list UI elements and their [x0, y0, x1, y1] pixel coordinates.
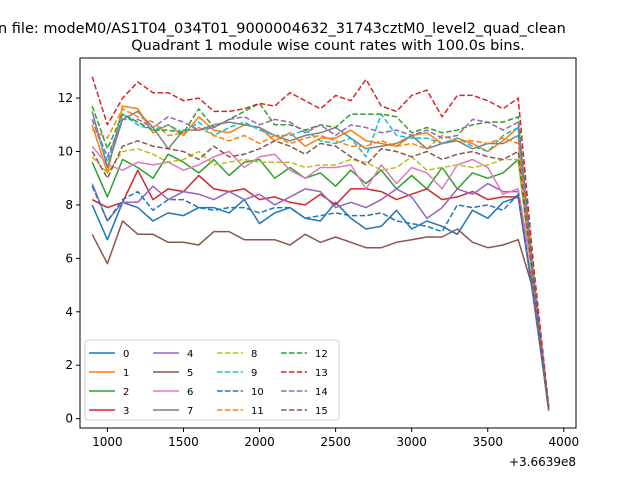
legend-box [84, 339, 340, 421]
series-line-0 [91, 196, 550, 409]
legend-label: 11 [251, 406, 264, 417]
legend-label: 2 [123, 387, 129, 398]
x-tick-label: 3000 [396, 435, 427, 449]
x-tick-label: 1500 [168, 435, 199, 449]
legend-label: 6 [187, 387, 193, 398]
y-tick-label: 4 [65, 305, 73, 319]
y-axis: 0 2 4 6 8 10 12 [58, 91, 80, 426]
x-tick-label: 2000 [244, 435, 275, 449]
legend-label: 15 [315, 406, 328, 417]
x-offset-label: +3.6639e8 [509, 455, 576, 469]
x-tick-label: 2500 [320, 435, 351, 449]
y-tick-label: 10 [58, 145, 73, 159]
y-tick-label: 6 [65, 251, 73, 265]
x-tick-label: 4000 [549, 435, 580, 449]
legend-label: 9 [251, 368, 257, 379]
legend-label: 12 [315, 349, 328, 360]
series-line-15 [91, 140, 550, 409]
legend-label: 5 [187, 368, 193, 379]
series-line-13 [91, 76, 550, 406]
series-line-8 [91, 148, 550, 409]
chart-title: Quadrant 1 module wise count rates with … [131, 38, 525, 54]
legend-label: 13 [315, 368, 328, 379]
legend-label: 10 [251, 387, 264, 398]
series-line-5 [91, 220, 550, 411]
legend-label: 1 [123, 368, 129, 379]
series-line-11 [91, 108, 550, 407]
series-line-4 [91, 182, 550, 409]
figure-suptitle: n file: modeM0/AS1T04_034T01_9000004632_… [0, 21, 566, 37]
legend-label: 3 [123, 406, 129, 417]
x-tick-label: 3500 [472, 435, 503, 449]
legend-label: 8 [251, 349, 257, 360]
x-tick-label: 1000 [92, 435, 123, 449]
axes-frame [79, 57, 577, 429]
series-line-9 [91, 113, 550, 407]
series-layer [91, 76, 550, 411]
series-line-3 [91, 169, 550, 410]
legend-label: 0 [123, 349, 129, 360]
y-tick-label: 0 [65, 412, 73, 426]
x-axis: 1000 1500 2000 2500 3000 3500 4000 [92, 428, 579, 449]
legend-label: 14 [315, 387, 328, 398]
series-line-14 [91, 116, 550, 407]
series-line-2 [91, 153, 550, 409]
legend-label: 7 [187, 406, 193, 417]
y-tick-label: 8 [65, 198, 73, 212]
y-tick-label: 12 [58, 91, 73, 105]
y-tick-label: 2 [65, 358, 73, 372]
legend-label: 4 [187, 349, 193, 360]
